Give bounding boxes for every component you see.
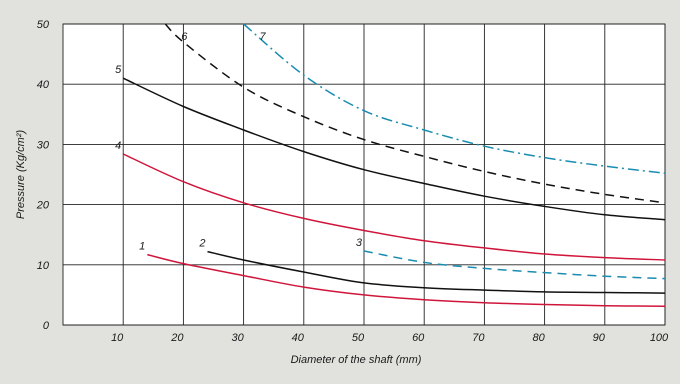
tick-labels: 10 20 30 40 50 60 70 80 90 100 0 10 20 30 40 50 [36,19,669,344]
x-tick-label-20: 20 [170,332,184,344]
x-tick-label-90: 90 [593,332,606,344]
series-labels: 1 2 3 4 5 6 7 [115,31,363,253]
series-line-5 [122,77,666,221]
series-line-7 [243,23,666,175]
series-label-1: 1 [139,241,145,253]
series-line-4 [122,153,666,261]
y-tick-label-30: 30 [37,139,50,151]
x-tick-label-70: 70 [472,332,485,344]
series-label-6: 6 [181,31,188,43]
series-line-2 [207,250,666,294]
y-axis-title: Pressure (Kg/cm²) [15,130,27,220]
series-label-3: 3 [356,237,363,249]
series-label-5: 5 [115,64,122,76]
series-line-3 [363,250,666,280]
plot-frame [62,23,666,326]
x-tick-label-30: 30 [231,332,244,344]
y-tick-label-0: 0 [43,320,50,332]
x-tick-label-10: 10 [111,332,124,344]
series-label-4: 4 [115,140,121,152]
x-axis-title: Diameter of the shaft (mm) [291,354,422,366]
x-tick-label-40: 40 [292,332,305,344]
series-line-6 [164,23,666,204]
series-label-2: 2 [198,238,205,250]
series-line-1 [147,253,666,308]
x-tick-label-80: 80 [532,332,545,344]
y-tick-label-10: 10 [37,260,50,272]
y-tick-label-50: 50 [37,19,50,31]
y-tick-label-40: 40 [37,79,50,91]
y-tick-label-20: 20 [36,200,50,212]
x-tick-label-50: 50 [352,332,365,344]
x-tick-label-60: 60 [412,332,425,344]
series-lines [122,23,666,308]
series-label-7: 7 [259,31,266,43]
x-tick-label-100: 100 [650,332,669,344]
grid [62,23,666,326]
